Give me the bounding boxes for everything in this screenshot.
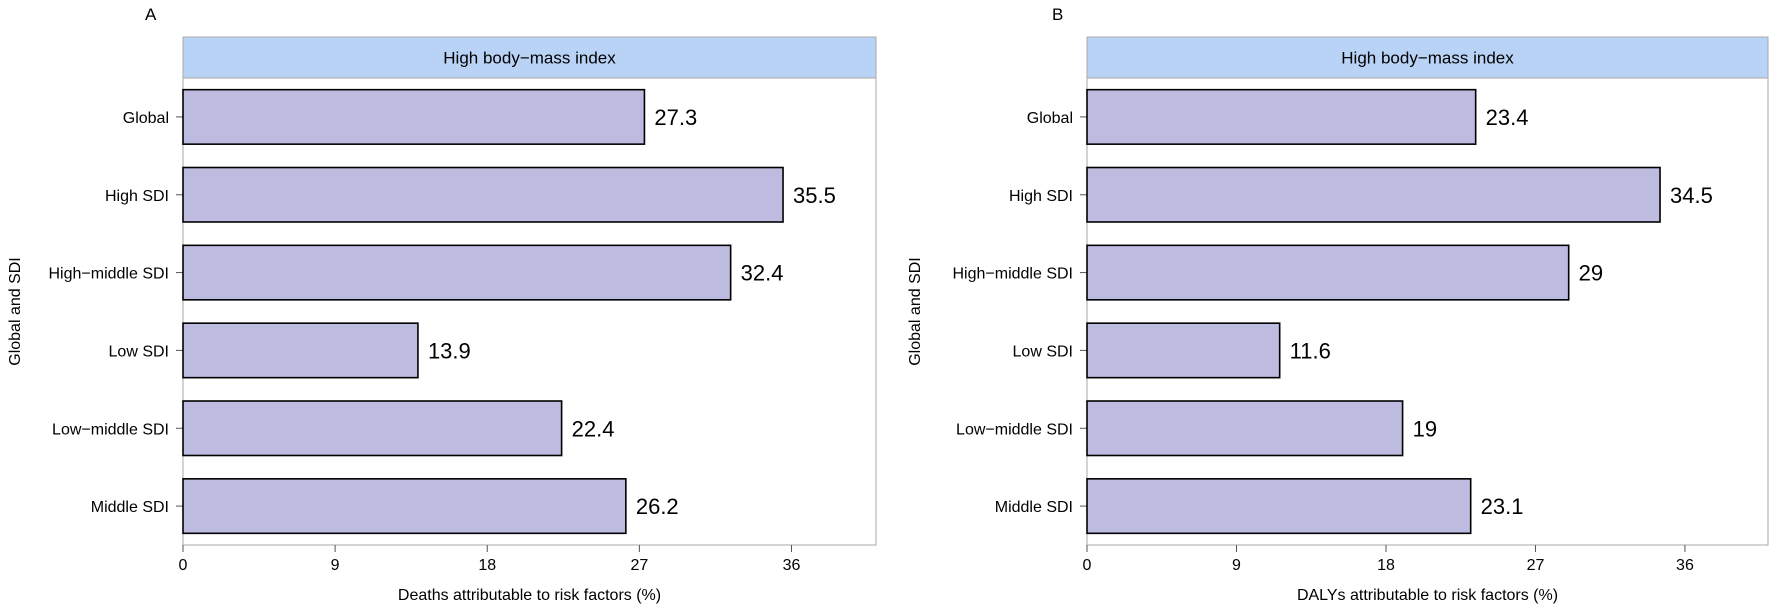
- plot-frame: [182, 77, 877, 546]
- y-axis-title: Global and SDI: [907, 257, 924, 366]
- bar: [1086, 244, 1570, 301]
- value-label: 32.4: [741, 261, 784, 286]
- bar: [182, 166, 784, 223]
- bar: [1086, 400, 1404, 457]
- value-label: 23.1: [1481, 494, 1524, 519]
- value-label: 19: [1413, 416, 1437, 441]
- panel-label: B: [1052, 5, 1063, 24]
- x-tick-label: 9: [331, 557, 340, 574]
- x-tick-label: 9: [1232, 557, 1241, 574]
- plot-frame: [1086, 77, 1769, 546]
- x-tick-label: 36: [1676, 557, 1694, 574]
- panel-label: A: [145, 5, 157, 24]
- x-tick-label: 18: [1377, 557, 1395, 574]
- strip-title: High body−mass index: [443, 49, 616, 68]
- value-label: 35.5: [793, 183, 836, 208]
- x-tick-label: 0: [179, 557, 188, 574]
- value-label: 11.6: [1290, 338, 1331, 363]
- bar: [182, 478, 627, 535]
- panel-b: B High body−mass index Global 23.4 High SDI 3…: [907, 5, 1769, 604]
- x-tick-label: 0: [1083, 557, 1092, 574]
- category-label: Low SDI: [1013, 343, 1073, 360]
- bar: [182, 400, 563, 457]
- category-label: High SDI: [1009, 188, 1073, 205]
- strip-header: [182, 36, 877, 79]
- category-label: Global: [123, 110, 169, 127]
- strip-header: [1086, 36, 1769, 79]
- category-label: Middle SDI: [995, 499, 1073, 516]
- x-axis-title: DALYs attributable to risk factors (%): [1297, 587, 1558, 604]
- category-label: High−middle SDI: [953, 266, 1074, 283]
- bar: [182, 322, 419, 379]
- x-axis-title: Deaths attributable to risk factors (%): [398, 587, 661, 604]
- strip-title: High body−mass index: [1341, 49, 1514, 68]
- panel-a: A High body−mass index Global 27.3 High SDI 3…: [7, 5, 877, 604]
- y-axis-title: Global and SDI: [7, 257, 24, 366]
- value-label: 34.5: [1670, 183, 1713, 208]
- bar: [1086, 322, 1281, 379]
- category-label: High−middle SDI: [49, 266, 170, 283]
- bar: [182, 88, 646, 145]
- category-label: Middle SDI: [91, 499, 169, 516]
- x-tick-label: 18: [478, 557, 496, 574]
- bar: [1086, 88, 1477, 145]
- value-label: 27.3: [654, 105, 697, 130]
- bar: [1086, 478, 1472, 535]
- x-tick-label: 27: [630, 557, 648, 574]
- category-label: High SDI: [105, 188, 169, 205]
- bar: [182, 244, 732, 301]
- value-label: 22.4: [572, 416, 615, 441]
- value-label: 13.9: [428, 338, 471, 363]
- category-label: Global: [1027, 110, 1073, 127]
- x-tick-label: 36: [783, 557, 801, 574]
- category-label: Low SDI: [109, 343, 169, 360]
- bar: [1086, 166, 1661, 223]
- value-label: 23.4: [1486, 105, 1529, 130]
- value-label: 26.2: [636, 494, 679, 519]
- category-label: Low−middle SDI: [52, 421, 169, 438]
- x-tick-label: 27: [1527, 557, 1545, 574]
- category-label: Low−middle SDI: [956, 421, 1073, 438]
- value-label: 29: [1579, 261, 1603, 286]
